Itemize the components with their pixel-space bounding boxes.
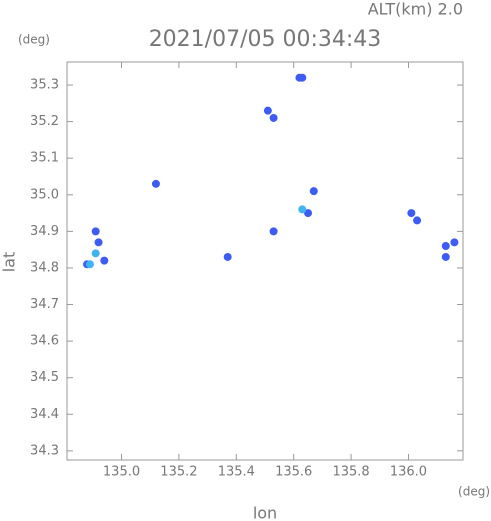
x-unit: (deg) [458, 485, 490, 499]
echo-point [94, 238, 103, 247]
x-axis-label: lon [253, 504, 277, 521]
x-tick-label: 135.0 [103, 465, 140, 480]
echo-point [223, 252, 232, 261]
echo-point [450, 238, 459, 247]
echo-point [91, 249, 100, 258]
echo-point [441, 242, 450, 251]
y-tick-label: 34.6 [30, 334, 59, 349]
echo-point [304, 209, 313, 218]
y-tick-label: 34.7 [30, 297, 59, 312]
echo-point [413, 216, 422, 225]
echo-point [91, 227, 100, 236]
echo-point [441, 252, 450, 261]
y-tick-label: 35.0 [30, 187, 59, 202]
y-tick-label: 35.1 [30, 151, 59, 166]
x-tick-label: 136.0 [390, 465, 427, 480]
y-tick-label: 34.3 [30, 443, 59, 458]
y-tick-label: 34.9 [30, 224, 59, 239]
plot-frame [66, 61, 464, 461]
echo-point [151, 179, 160, 188]
y-tick-label: 34.5 [30, 370, 59, 385]
echo-point [298, 205, 307, 214]
echo-point [269, 227, 278, 236]
echo-point [85, 260, 94, 269]
y-tick-label: 34.8 [30, 260, 59, 275]
y-tick-label: 35.3 [30, 78, 59, 93]
y-axis-label: lat [0, 252, 19, 273]
echo-point [407, 209, 416, 218]
y-unit: (deg) [18, 33, 50, 47]
x-tick-label: 135.4 [218, 465, 255, 480]
x-tick-label: 135.8 [332, 465, 369, 480]
echo-point [269, 113, 278, 122]
echo-point [263, 106, 272, 115]
echo-point [298, 73, 307, 82]
echo-point [309, 187, 318, 196]
chart-title: 2021/07/05 00:34:43 [149, 27, 382, 52]
y-tick-label: 34.4 [30, 407, 59, 422]
echo-point [100, 256, 109, 265]
altitude-label: ALT(km) 2.0 [368, 0, 463, 19]
y-tick-label: 35.2 [30, 114, 59, 129]
x-tick-label: 135.2 [160, 465, 197, 480]
x-tick-label: 135.6 [275, 465, 312, 480]
